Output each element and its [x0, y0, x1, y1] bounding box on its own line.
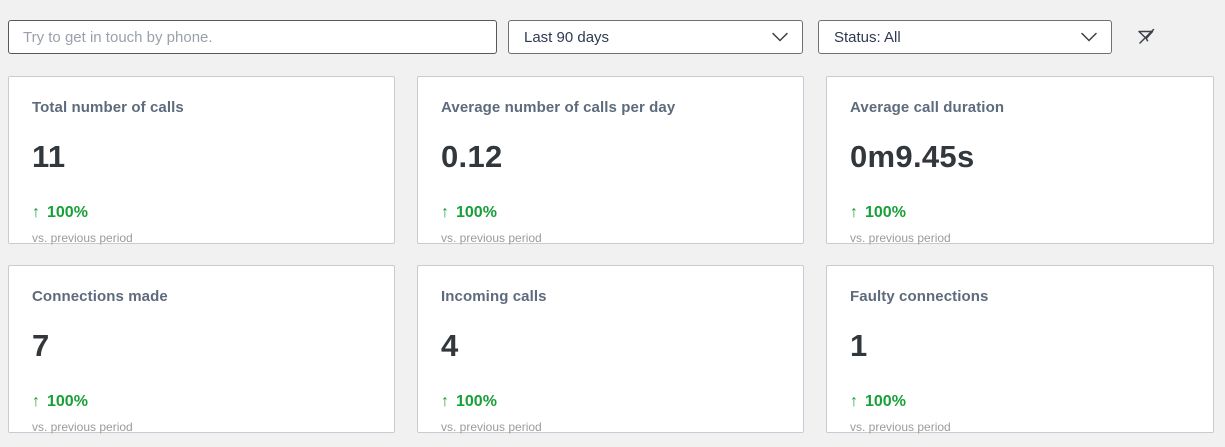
stat-card-avg-calls-per-day: Average number of calls per day 0.12 ↑ 1…	[417, 76, 804, 245]
search-input[interactable]	[8, 20, 497, 54]
card-comparison: vs. previous period	[850, 231, 951, 245]
up-arrow-icon: ↑	[32, 204, 40, 221]
chevron-down-icon	[1081, 32, 1097, 42]
card-comparison: vs. previous period	[32, 420, 133, 434]
change-percent: 100%	[456, 204, 497, 221]
card-value: 0.12	[441, 139, 503, 174]
stat-card-incoming-calls: Incoming calls 4 ↑ 100% vs. previous per…	[417, 265, 804, 434]
card-title: Total number of calls	[32, 99, 184, 116]
up-arrow-icon: ↑	[441, 393, 449, 410]
card-comparison: vs. previous period	[850, 420, 951, 434]
change-percent: 100%	[456, 393, 497, 410]
card-change: ↑ 100%	[441, 393, 779, 411]
change-percent: 100%	[47, 204, 88, 221]
date-range-select[interactable]: Last 90 days	[508, 20, 803, 54]
card-title: Average call duration	[850, 99, 1005, 116]
card-change: ↑ 100%	[32, 393, 370, 411]
card-change: ↑ 100%	[441, 204, 779, 222]
stat-card-connections-made: Connections made 7 ↑ 100% vs. previous p…	[8, 265, 395, 434]
stat-card-avg-call-duration: Average call duration 0m9.45s ↑ 100% vs.…	[826, 76, 1214, 245]
stat-card-total-calls: Total number of calls 11 ↑ 100% vs. prev…	[8, 76, 395, 245]
card-change: ↑ 100%	[32, 204, 370, 222]
status-select[interactable]: Status: All	[818, 20, 1112, 54]
up-arrow-icon: ↑	[850, 393, 858, 410]
card-comparison: vs. previous period	[32, 231, 133, 245]
card-value: 1	[850, 328, 868, 363]
card-title: Incoming calls	[441, 288, 547, 305]
stats-grid: Total number of calls 11 ↑ 100% vs. prev…	[8, 76, 1214, 434]
change-percent: 100%	[865, 393, 906, 410]
card-title: Average number of calls per day	[441, 99, 676, 116]
up-arrow-icon: ↑	[850, 204, 858, 221]
filter-off-icon	[1138, 28, 1155, 44]
card-value: 4	[441, 328, 459, 363]
up-arrow-icon: ↑	[32, 393, 40, 410]
up-arrow-icon: ↑	[441, 204, 449, 221]
card-comparison: vs. previous period	[441, 420, 542, 434]
card-change: ↑ 100%	[850, 393, 1189, 411]
card-title: Faulty connections	[850, 288, 989, 305]
filter-bar: Last 90 days Status: All	[8, 20, 1217, 54]
clear-filter-button[interactable]	[1131, 22, 1161, 52]
card-value: 0m9.45s	[850, 139, 975, 174]
change-percent: 100%	[47, 393, 88, 410]
card-value: 11	[32, 139, 66, 174]
chevron-down-icon	[772, 32, 788, 42]
stat-card-faulty-connections: Faulty connections 1 ↑ 100% vs. previous…	[826, 265, 1214, 434]
date-range-value: Last 90 days	[524, 28, 610, 46]
card-value: 7	[32, 328, 50, 363]
card-comparison: vs. previous period	[441, 231, 542, 245]
card-title: Connections made	[32, 288, 168, 305]
card-change: ↑ 100%	[850, 204, 1189, 222]
change-percent: 100%	[865, 204, 906, 221]
status-value: Status: All	[834, 28, 901, 46]
